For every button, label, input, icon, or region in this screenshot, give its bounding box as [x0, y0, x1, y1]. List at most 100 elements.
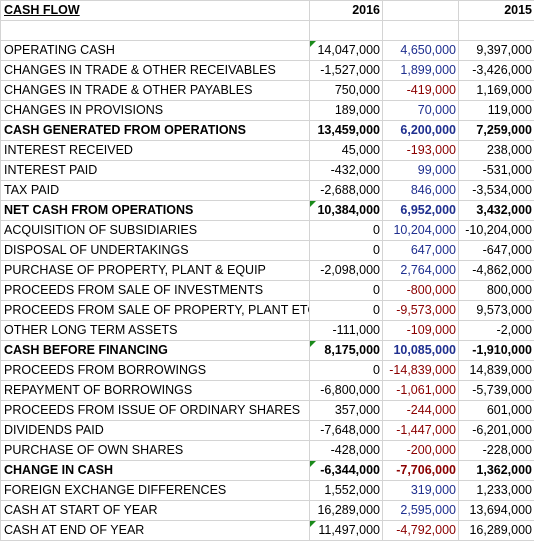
row-label-cell[interactable]: PROCEEDS FROM SALE OF INVESTMENTS [0, 280, 310, 301]
change-cell[interactable]: -109,000 [382, 320, 459, 341]
empty-cell[interactable] [382, 20, 459, 41]
row-label-cell[interactable]: OTHER LONG TERM ASSETS [0, 320, 310, 341]
value-2015-cell[interactable]: 9,573,000 [458, 300, 534, 321]
change-cell[interactable]: 647,000 [382, 240, 459, 261]
change-cell[interactable]: 6,952,000 [382, 200, 459, 221]
value-2015-cell[interactable]: 13,694,000 [458, 500, 534, 521]
value-2015-cell[interactable]: -4,862,000 [458, 260, 534, 281]
value-2015-cell[interactable]: -531,000 [458, 160, 534, 181]
change-cell[interactable]: -1,447,000 [382, 420, 459, 441]
value-2016-cell[interactable]: -1,527,000 [309, 60, 383, 81]
value-2016-cell[interactable]: 0 [309, 360, 383, 381]
change-cell[interactable]: -7,706,000 [382, 460, 459, 481]
value-2016-cell[interactable]: 45,000 [309, 140, 383, 161]
change-cell[interactable]: -9,573,000 [382, 300, 459, 321]
change-cell[interactable]: 10,204,000 [382, 220, 459, 241]
value-2015-cell[interactable]: 1,169,000 [458, 80, 534, 101]
row-label-cell[interactable]: NET CASH FROM OPERATIONS [0, 200, 310, 221]
change-cell[interactable]: 2,764,000 [382, 260, 459, 281]
value-2015-cell[interactable]: 3,432,000 [458, 200, 534, 221]
value-2015-cell[interactable]: -3,534,000 [458, 180, 534, 201]
change-cell[interactable]: 319,000 [382, 480, 459, 501]
row-label-cell[interactable]: CASH GENERATED FROM OPERATIONS [0, 120, 310, 141]
change-cell[interactable]: -4,792,000 [382, 520, 459, 541]
value-2016-cell[interactable]: 10,384,000 [309, 200, 383, 221]
value-2015-cell[interactable]: 238,000 [458, 140, 534, 161]
row-label-cell[interactable]: ACQUISITION OF SUBSIDIARIES [0, 220, 310, 241]
empty-cell[interactable] [0, 20, 310, 41]
change-cell[interactable]: -14,839,000 [382, 360, 459, 381]
change-cell[interactable]: -200,000 [382, 440, 459, 461]
value-2016-cell[interactable]: -2,688,000 [309, 180, 383, 201]
value-2015-cell[interactable]: -5,739,000 [458, 380, 534, 401]
change-cell[interactable]: 70,000 [382, 100, 459, 121]
value-2015-cell[interactable]: 14,839,000 [458, 360, 534, 381]
change-cell[interactable]: -193,000 [382, 140, 459, 161]
row-label-cell[interactable]: INTEREST RECEIVED [0, 140, 310, 161]
row-label-cell[interactable]: INTEREST PAID [0, 160, 310, 181]
value-2015-cell[interactable]: 601,000 [458, 400, 534, 421]
row-label-cell[interactable]: CHANGES IN TRADE & OTHER RECEIVABLES [0, 60, 310, 81]
value-2015-cell[interactable]: 119,000 [458, 100, 534, 121]
change-cell[interactable]: 846,000 [382, 180, 459, 201]
row-label-cell[interactable]: CASH AT START OF YEAR [0, 500, 310, 521]
row-label-cell[interactable]: DIVIDENDS PAID [0, 420, 310, 441]
row-label-cell[interactable]: PROCEEDS FROM SALE OF PROPERTY, PLANT ET… [0, 300, 310, 321]
value-2016-cell[interactable]: 0 [309, 240, 383, 261]
value-2016-cell[interactable]: 357,000 [309, 400, 383, 421]
change-cell[interactable]: -244,000 [382, 400, 459, 421]
value-2015-cell[interactable]: 9,397,000 [458, 40, 534, 61]
change-header[interactable] [382, 0, 459, 21]
value-2016-cell[interactable]: -6,344,000 [309, 460, 383, 481]
year-2015-header[interactable]: 2015 [458, 0, 534, 21]
change-cell[interactable]: 6,200,000 [382, 120, 459, 141]
row-label-cell[interactable]: DISPOSAL OF UNDERTAKINGS [0, 240, 310, 261]
change-cell[interactable]: -800,000 [382, 280, 459, 301]
row-label-cell[interactable]: TAX PAID [0, 180, 310, 201]
change-cell[interactable]: 99,000 [382, 160, 459, 181]
row-label-cell[interactable]: OPERATING CASH [0, 40, 310, 61]
value-2015-cell[interactable]: 1,233,000 [458, 480, 534, 501]
value-2016-cell[interactable]: -6,800,000 [309, 380, 383, 401]
value-2016-cell[interactable]: 750,000 [309, 80, 383, 101]
value-2016-cell[interactable]: -7,648,000 [309, 420, 383, 441]
row-label-cell[interactable]: PURCHASE OF OWN SHARES [0, 440, 310, 461]
value-2015-cell[interactable]: -6,201,000 [458, 420, 534, 441]
change-cell[interactable]: -1,061,000 [382, 380, 459, 401]
value-2016-cell[interactable]: 0 [309, 220, 383, 241]
row-label-cell[interactable]: CHANGES IN PROVISIONS [0, 100, 310, 121]
value-2015-cell[interactable]: -2,000 [458, 320, 534, 341]
value-2015-cell[interactable]: 800,000 [458, 280, 534, 301]
value-2015-cell[interactable]: -3,426,000 [458, 60, 534, 81]
row-label-cell[interactable]: CASH BEFORE FINANCING [0, 340, 310, 361]
value-2016-cell[interactable]: -432,000 [309, 160, 383, 181]
value-2016-cell[interactable]: -111,000 [309, 320, 383, 341]
value-2016-cell[interactable]: 189,000 [309, 100, 383, 121]
value-2016-cell[interactable]: 0 [309, 280, 383, 301]
value-2016-cell[interactable]: -2,098,000 [309, 260, 383, 281]
change-cell[interactable]: 1,899,000 [382, 60, 459, 81]
row-label-cell[interactable]: FOREIGN EXCHANGE DIFFERENCES [0, 480, 310, 501]
value-2015-cell[interactable]: -1,910,000 [458, 340, 534, 361]
row-label-cell[interactable]: PROCEEDS FROM BORROWINGS [0, 360, 310, 381]
row-label-cell[interactable]: CASH AT END OF YEAR [0, 520, 310, 541]
value-2016-cell[interactable]: 11,497,000 [309, 520, 383, 541]
value-2016-cell[interactable]: 16,289,000 [309, 500, 383, 521]
value-2015-cell[interactable]: 16,289,000 [458, 520, 534, 541]
value-2015-cell[interactable]: -228,000 [458, 440, 534, 461]
value-2015-cell[interactable]: -647,000 [458, 240, 534, 261]
row-label-cell[interactable]: CHANGE IN CASH [0, 460, 310, 481]
value-2016-cell[interactable]: 14,047,000 [309, 40, 383, 61]
row-label-cell[interactable]: CHANGES IN TRADE & OTHER PAYABLES [0, 80, 310, 101]
change-cell[interactable]: -419,000 [382, 80, 459, 101]
year-2016-header[interactable]: 2016 [309, 0, 383, 21]
row-label-cell[interactable]: PROCEEDS FROM ISSUE OF ORDINARY SHARES [0, 400, 310, 421]
value-2015-cell[interactable]: 1,362,000 [458, 460, 534, 481]
row-label-cell[interactable]: PURCHASE OF PROPERTY, PLANT & EQUIP [0, 260, 310, 281]
empty-cell[interactable] [309, 20, 383, 41]
value-2016-cell[interactable]: 0 [309, 300, 383, 321]
change-cell[interactable]: 2,595,000 [382, 500, 459, 521]
value-2016-cell[interactable]: 13,459,000 [309, 120, 383, 141]
change-cell[interactable]: 10,085,000 [382, 340, 459, 361]
value-2016-cell[interactable]: 1,552,000 [309, 480, 383, 501]
